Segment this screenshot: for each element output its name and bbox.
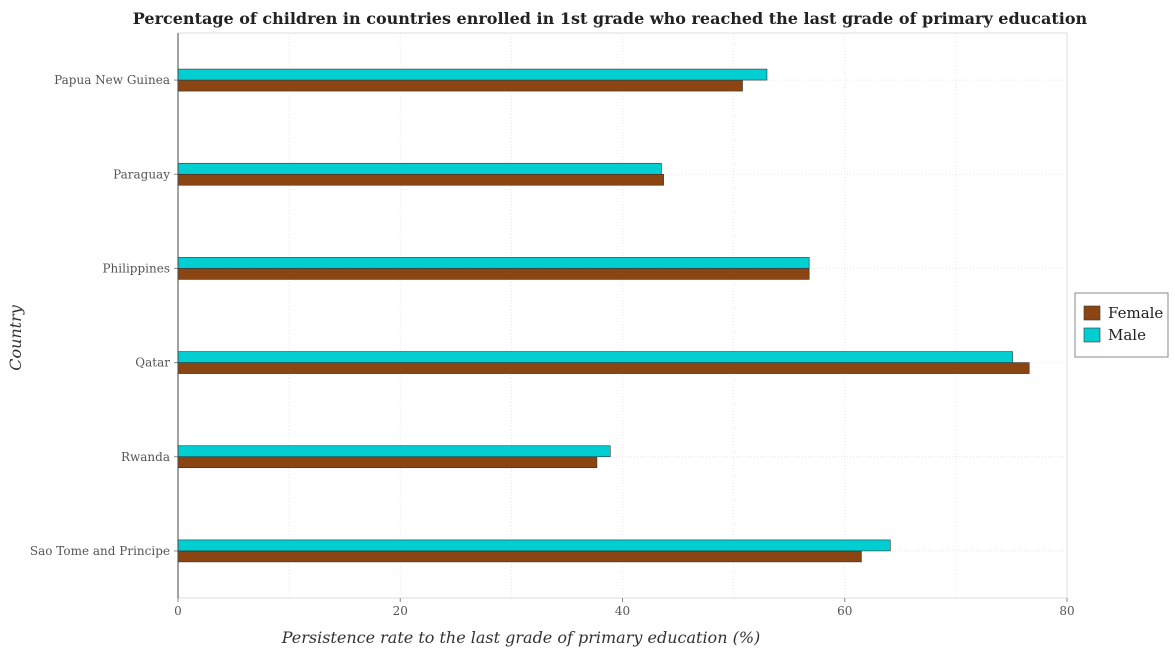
y-axis-title: Country (6, 304, 25, 371)
bar-male-qatar (177, 351, 1013, 363)
y-tick-label: Paraguay (113, 167, 170, 181)
legend-swatch-female (1083, 305, 1101, 321)
bar-male-sao-tome-and-principe (177, 539, 891, 552)
y-tick-label: Papua New Guinea (54, 73, 170, 87)
y-tick-label: Qatar (135, 356, 170, 370)
x-tick-label: 0 (174, 604, 182, 618)
y-tick-label: Rwanda (121, 450, 170, 464)
bar-female-papua-new-guinea (177, 79, 743, 92)
legend-label-female: Female (1108, 304, 1163, 322)
axes: 0 20 40 60 80 Papua New Guinea Paraguay Philipp… (30, 33, 1075, 618)
bar-female-philippines (177, 268, 810, 280)
x-tick-label: 60 (837, 604, 852, 618)
bar-male-papua-new-guinea (177, 68, 768, 81)
legend-box (1074, 292, 1169, 358)
legend-label-male: Male (1108, 326, 1146, 344)
x-tick-label: 40 (615, 604, 630, 618)
bar-male-philippines (177, 257, 810, 269)
grid (177, 32, 1068, 599)
x-tick-label: 20 (393, 604, 408, 618)
bar-female-rwanda (177, 456, 598, 469)
y-tick-label: Sao Tome and Principe (30, 544, 170, 558)
bar-female-sao-tome-and-principe (177, 550, 862, 563)
legend-swatch-male (1083, 327, 1101, 343)
bar-female-qatar (177, 362, 1030, 374)
y-tick-label: Philippines (102, 261, 170, 275)
x-axis-title: Persistence rate to the last grade of pr… (281, 628, 761, 647)
x-tick-label: 80 (1059, 604, 1074, 618)
legend: Female Male (1074, 292, 1169, 358)
bar-male-paraguay (177, 162, 662, 175)
chart-title: Percentage of children in countries enro… (133, 9, 1088, 28)
bar-female-paraguay (177, 173, 664, 186)
bar-male-rwanda (177, 445, 611, 458)
